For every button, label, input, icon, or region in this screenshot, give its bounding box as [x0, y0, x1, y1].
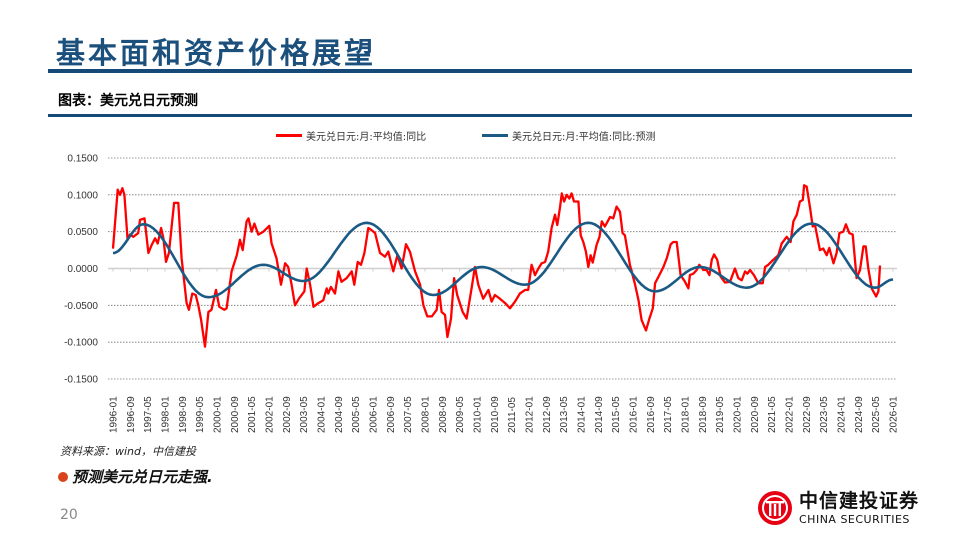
x-tick-label: 2017-05: [663, 396, 674, 433]
legend-label-forecast: 美元兑日元:月:平均值:同比:预测: [512, 132, 656, 143]
y-tick-label: 0.1500: [67, 154, 98, 165]
x-tick-label: 2012-09: [542, 396, 553, 433]
x-tick-label: 2010-09: [490, 396, 501, 433]
logo-cn: 中信建投证券: [799, 489, 920, 512]
conclusion-bullet: 预测美元兑日元走强.: [58, 466, 213, 487]
x-tick-label: 1996-09: [126, 396, 137, 433]
x-tick-label: 2003-05: [299, 396, 310, 433]
citic-emblem-icon: [758, 491, 792, 525]
x-tick-label: 2010-01: [473, 396, 484, 433]
x-tick-label: 2001-05: [247, 396, 258, 433]
x-tick-label: 2021-05: [767, 396, 778, 433]
china-securities-logo: 中信建投证券 CHINA SECURITIES: [757, 490, 919, 526]
x-tick-label: 2006-09: [386, 396, 397, 433]
x-tick-label: 2002-01: [265, 396, 276, 433]
legend-label-actual: 美元兑日元:月:平均值:同比: [306, 132, 427, 143]
x-tick-label: 2018-09: [698, 396, 709, 433]
x-tick-label: 2004-09: [334, 396, 345, 433]
x-tick-label: 2006-01: [369, 396, 380, 433]
x-tick-label: 2024-09: [854, 396, 865, 433]
x-tick-label: 2019-05: [715, 396, 726, 433]
source-note: 资料来源：wind，中信建投: [60, 445, 197, 458]
page-title: 基本面和资产价格展望: [56, 36, 377, 70]
x-tick-label: 2024-01: [837, 396, 848, 433]
conclusion-text: 预测美元兑日元走强.: [72, 468, 213, 486]
logo-wordmark: 中信建投证券 CHINA SECURITIES: [799, 489, 920, 526]
x-tick-label: 2004-01: [317, 396, 328, 433]
x-tick-label: 2009-05: [455, 396, 466, 433]
y-tick-label: 0.1000: [67, 190, 98, 201]
x-tick-label: 2014-01: [577, 396, 588, 433]
y-tick-label: 0.0500: [67, 227, 98, 238]
x-tick-label: 2005-05: [351, 396, 362, 433]
x-tick-label: 2007-05: [403, 396, 414, 433]
page-number: 20: [60, 507, 78, 523]
x-tick-label: 2025-05: [871, 396, 882, 433]
x-tick-label: 2018-01: [681, 396, 692, 433]
x-tick-label: 2002-09: [282, 396, 293, 433]
x-tick-label: 2012-01: [525, 396, 536, 433]
x-tick-label: 2000-09: [230, 396, 241, 433]
x-tick-label: 2020-01: [733, 396, 744, 433]
legend-item-forecast: 美元兑日元:月:平均值:同比:预测: [482, 128, 655, 143]
figure-title: 图表：美元兑日元预测: [58, 93, 198, 109]
x-tick-label: 2016-01: [629, 396, 640, 433]
x-tick-label: 2015-05: [611, 396, 622, 433]
logo-en: CHINA SECURITIES: [799, 512, 910, 526]
x-tick-label: 2011-05: [507, 397, 518, 433]
legend-item-actual: 美元兑日元:月:平均值:同比: [276, 128, 426, 143]
x-tick-label: 1999-05: [195, 396, 206, 433]
x-tick-label: 2023-05: [819, 396, 830, 433]
x-tick-label: 2022-09: [802, 396, 813, 433]
y-tick-label: -0.1500: [64, 375, 98, 386]
x-tick-label: 2020-09: [750, 396, 761, 433]
series-line-forecast: [112, 221, 894, 299]
x-tick-label: 2022-01: [785, 396, 796, 433]
x-tick-label: 2008-01: [421, 396, 432, 433]
bullet-dot-icon: [58, 471, 68, 482]
x-tick-label: 1996-01: [109, 396, 120, 433]
legend-swatch-red: [276, 134, 302, 137]
x-tick-label: 2016-09: [646, 396, 657, 433]
x-tick-label: 2013-05: [559, 396, 570, 433]
series-line-actual: [111, 184, 882, 348]
figure-divider: [48, 114, 912, 117]
title-divider: [48, 69, 912, 73]
y-tick-label: -0.1000: [64, 338, 98, 349]
x-tick-label: 1998-01: [161, 396, 172, 433]
x-tick-label: 1998-09: [178, 396, 189, 433]
y-tick-label: 0.0000: [67, 264, 98, 275]
x-tick-label: 2008-09: [438, 396, 449, 433]
x-tick-label: 1997-05: [143, 396, 154, 433]
x-tick-label: 2026-01: [889, 396, 900, 433]
x-tick-label: 2000-01: [213, 396, 224, 433]
legend-swatch-blue: [482, 134, 508, 137]
y-tick-label: -0.0500: [64, 301, 98, 312]
x-tick-label: 2014-09: [594, 396, 605, 433]
